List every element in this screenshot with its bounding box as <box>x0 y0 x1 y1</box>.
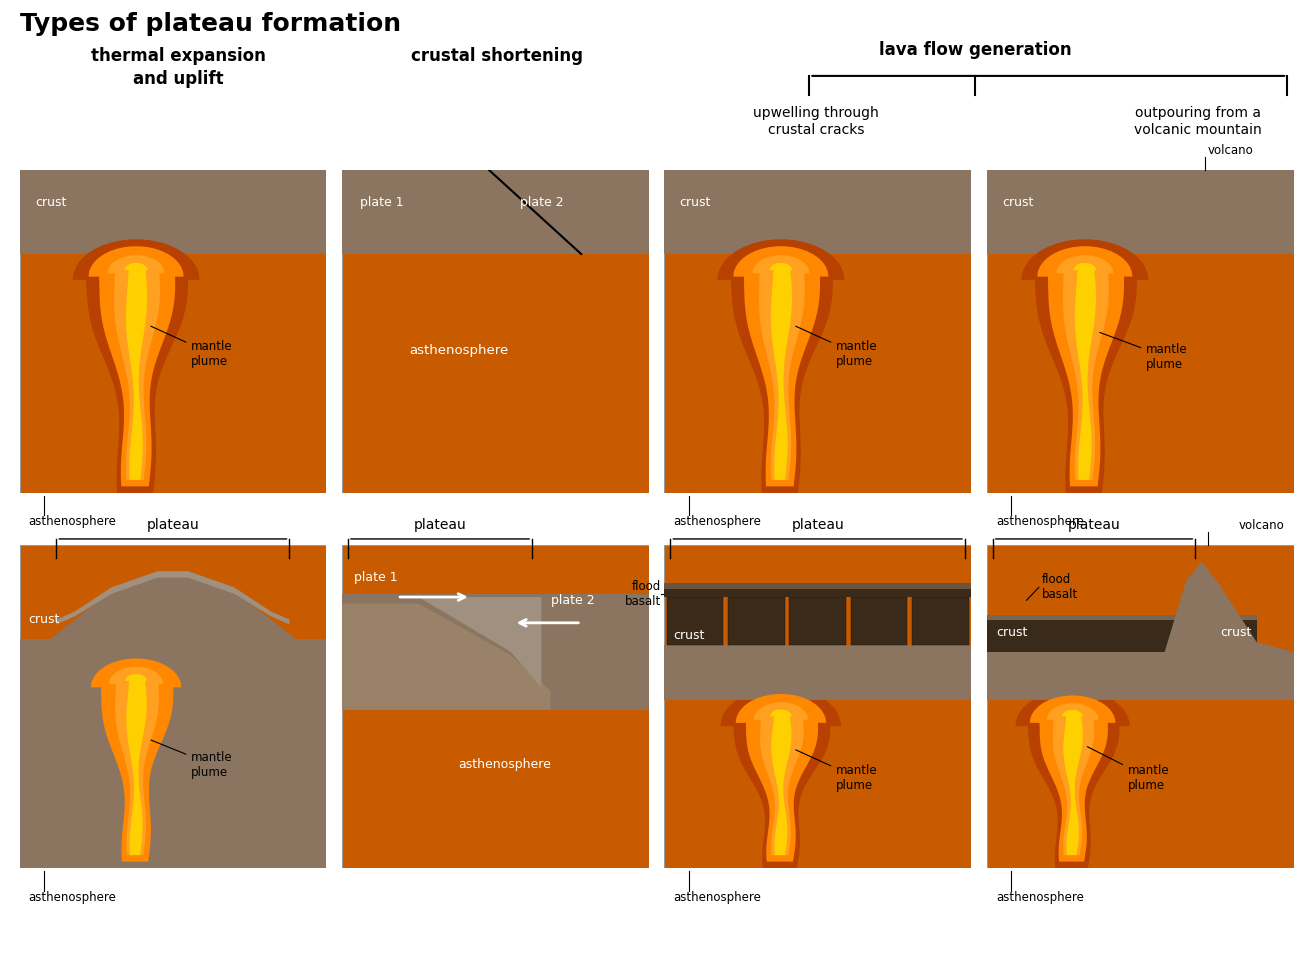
Text: lava flow generation: lava flow generation <box>879 41 1071 59</box>
Text: upwelling through
crustal cracks: upwelling through crustal cracks <box>753 106 879 137</box>
Polygon shape <box>987 619 1257 652</box>
Text: asthenosphere: asthenosphere <box>29 891 117 903</box>
Text: mantle
plume: mantle plume <box>151 326 233 368</box>
Text: plate 1: plate 1 <box>354 571 398 584</box>
Text: crust: crust <box>1002 196 1034 209</box>
Text: asthenosphere: asthenosphere <box>673 891 762 903</box>
Text: crust: crust <box>35 196 66 209</box>
Text: mantle
plume: mantle plume <box>1087 747 1170 792</box>
Bar <box>342 170 649 254</box>
Text: asthenosphere: asthenosphere <box>673 515 762 529</box>
Text: crust: crust <box>680 196 711 209</box>
Bar <box>20 170 326 254</box>
Bar <box>987 652 1294 700</box>
Text: plateau: plateau <box>413 518 467 532</box>
Text: plateau: plateau <box>147 518 199 532</box>
Polygon shape <box>718 239 845 493</box>
Polygon shape <box>75 652 196 868</box>
Bar <box>987 170 1294 254</box>
Polygon shape <box>1015 689 1130 868</box>
Bar <box>987 615 1257 619</box>
Text: crust: crust <box>673 629 705 642</box>
Polygon shape <box>342 603 550 710</box>
Polygon shape <box>1046 704 1098 855</box>
Text: volcano: volcano <box>1239 519 1284 532</box>
Polygon shape <box>1057 255 1114 480</box>
Bar <box>913 597 968 645</box>
Text: plate 2: plate 2 <box>550 594 594 607</box>
Text: alamy: alamy <box>39 901 120 924</box>
Text: crustal shortening: crustal shortening <box>411 48 584 65</box>
Text: plate 1: plate 1 <box>360 196 404 209</box>
Polygon shape <box>125 674 147 855</box>
Bar <box>664 170 971 254</box>
Polygon shape <box>88 247 183 487</box>
Polygon shape <box>109 667 164 855</box>
Bar <box>342 594 649 710</box>
Polygon shape <box>108 255 165 480</box>
Polygon shape <box>73 239 200 493</box>
Text: www.alamy.com: www.alamy.com <box>1144 926 1232 936</box>
Text: asthenosphere: asthenosphere <box>996 891 1084 903</box>
Polygon shape <box>1074 263 1096 480</box>
Bar <box>850 597 907 645</box>
Text: plate 2: plate 2 <box>520 196 563 209</box>
Text: asthenosphere: asthenosphere <box>29 515 117 529</box>
Polygon shape <box>1022 239 1148 493</box>
Polygon shape <box>125 263 147 480</box>
Text: thermal expansion
and uplift: thermal expansion and uplift <box>91 48 266 88</box>
Bar <box>789 597 846 645</box>
Polygon shape <box>1030 696 1115 861</box>
Text: volcano: volcano <box>1208 144 1253 157</box>
Polygon shape <box>342 597 541 687</box>
Polygon shape <box>770 263 792 480</box>
Polygon shape <box>770 709 792 855</box>
Text: mantle
plume: mantle plume <box>1100 333 1188 371</box>
Text: flood
basalt: flood basalt <box>1041 574 1078 601</box>
Text: asthenosphere: asthenosphere <box>459 758 551 771</box>
Bar <box>664 583 971 589</box>
Bar <box>667 597 723 645</box>
Text: flood
basalt: flood basalt <box>625 579 662 608</box>
Text: mantle
plume: mantle plume <box>796 750 878 792</box>
Polygon shape <box>720 687 841 868</box>
Text: mantle
plume: mantle plume <box>796 326 878 368</box>
Polygon shape <box>20 575 326 868</box>
Polygon shape <box>753 255 810 480</box>
Polygon shape <box>56 572 290 624</box>
Text: Image ID: HRKT8M: Image ID: HRKT8M <box>1144 898 1235 907</box>
Text: crust: crust <box>29 613 60 626</box>
Polygon shape <box>733 247 828 487</box>
Text: plateau: plateau <box>792 518 844 532</box>
Text: mantle
plume: mantle plume <box>151 740 233 779</box>
Polygon shape <box>736 694 826 861</box>
Text: Types of plateau formation: Types of plateau formation <box>20 12 400 36</box>
Text: crust: crust <box>996 626 1027 639</box>
Text: asthenosphere: asthenosphere <box>410 344 508 358</box>
Text: asthenosphere: asthenosphere <box>996 515 1084 529</box>
Polygon shape <box>1165 561 1294 655</box>
Polygon shape <box>1062 710 1083 855</box>
Bar <box>728 597 785 645</box>
Polygon shape <box>91 659 181 861</box>
Bar <box>664 589 971 597</box>
Text: outpouring from a
volcanic mountain: outpouring from a volcanic mountain <box>1134 106 1262 137</box>
Bar <box>664 645 971 700</box>
Polygon shape <box>1037 247 1132 487</box>
Polygon shape <box>754 703 809 855</box>
Text: crust: crust <box>1219 626 1251 639</box>
Text: plateau: plateau <box>1067 518 1121 532</box>
